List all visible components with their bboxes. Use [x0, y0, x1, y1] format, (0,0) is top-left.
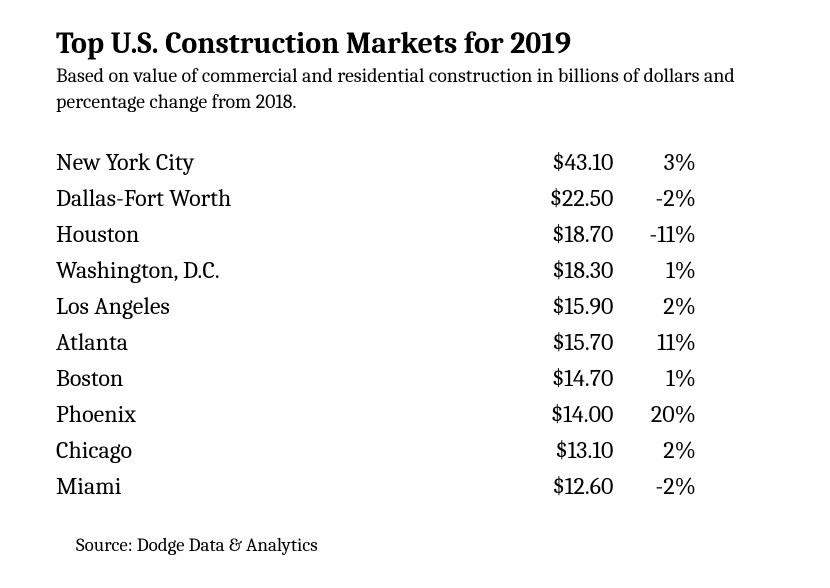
pct-cell: -2% [613, 180, 696, 216]
table-row: New York City $43.10 3% [56, 144, 696, 180]
pct-cell: 20% [613, 396, 696, 432]
markets-table: New York City $43.10 3% Dallas-Fort Wort… [56, 144, 696, 504]
city-cell: Los Angeles [56, 288, 500, 324]
source-line: Source: Dodge Data & Analytics [56, 534, 774, 556]
table-row: Dallas-Fort Worth $22.50 -2% [56, 180, 696, 216]
table-row: Boston $14.70 1% [56, 360, 696, 396]
value-cell: $14.00 [500, 396, 614, 432]
value-cell: $18.30 [500, 252, 614, 288]
table-row: Atlanta $15.70 11% [56, 324, 696, 360]
table-row: Miami $12.60 -2% [56, 468, 696, 504]
value-cell: $13.10 [500, 432, 614, 468]
value-cell: $15.90 [500, 288, 614, 324]
pct-cell: 2% [613, 432, 696, 468]
table-row: Chicago $13.10 2% [56, 432, 696, 468]
table-row: Houston $18.70 -11% [56, 216, 696, 252]
table-row: Los Angeles $15.90 2% [56, 288, 696, 324]
city-cell: Miami [56, 468, 500, 504]
markets-table-body: New York City $43.10 3% Dallas-Fort Wort… [56, 144, 696, 504]
city-cell: New York City [56, 144, 500, 180]
table-row: Washington, D.C. $18.30 1% [56, 252, 696, 288]
value-cell: $14.70 [500, 360, 614, 396]
city-cell: Phoenix [56, 396, 500, 432]
pct-cell: -11% [613, 216, 696, 252]
city-cell: Dallas-Fort Worth [56, 180, 500, 216]
pct-cell: -2% [613, 468, 696, 504]
city-cell: Houston [56, 216, 500, 252]
page-subtitle: Based on value of commercial and residen… [56, 63, 774, 114]
pct-cell: 11% [613, 324, 696, 360]
table-row: Phoenix $14.00 20% [56, 396, 696, 432]
pct-cell: 2% [613, 288, 696, 324]
city-cell: Atlanta [56, 324, 500, 360]
city-cell: Chicago [56, 432, 500, 468]
city-cell: Washington, D.C. [56, 252, 500, 288]
value-cell: $43.10 [500, 144, 614, 180]
page: Top U.S. Construction Markets for 2019 B… [0, 0, 830, 556]
pct-cell: 1% [613, 360, 696, 396]
value-cell: $15.70 [500, 324, 614, 360]
page-title: Top U.S. Construction Markets for 2019 [56, 26, 774, 61]
pct-cell: 1% [613, 252, 696, 288]
value-cell: $12.60 [500, 468, 614, 504]
value-cell: $18.70 [500, 216, 614, 252]
city-cell: Boston [56, 360, 500, 396]
value-cell: $22.50 [500, 180, 614, 216]
pct-cell: 3% [613, 144, 696, 180]
